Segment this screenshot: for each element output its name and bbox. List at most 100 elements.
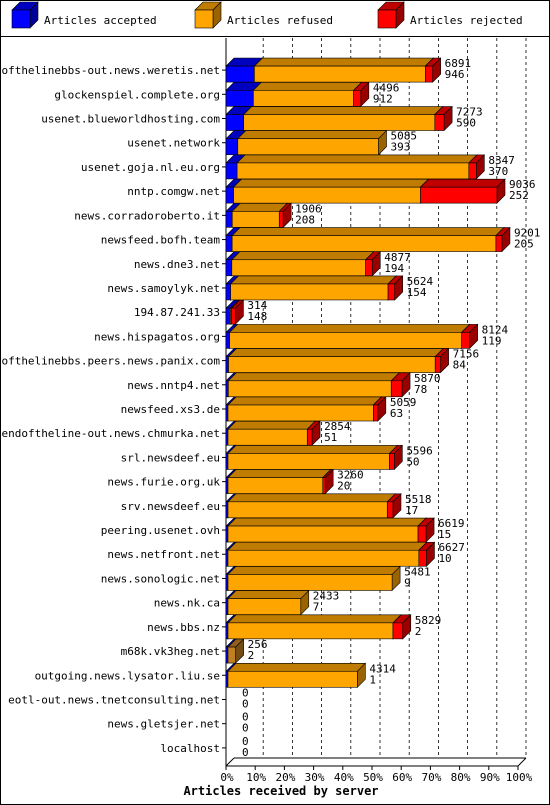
value-total-8: 4877 [384,251,411,264]
value-accepted-9: 154 [407,286,427,299]
bar-accepted-19-front [225,525,229,543]
bar-refused-9 [229,275,397,301]
value-accepted-11: 119 [482,334,502,347]
bar-accepted-24-front [225,646,229,664]
bar-refused-8-front [231,259,366,277]
bar-refused-18-front [227,501,388,519]
bar-refused-1-front [253,90,354,107]
bar-rejected-20-front [418,549,427,567]
x-axis-title: Articles received by server [183,784,378,798]
category-label-22: news.nk.ca [154,597,220,610]
x-tick-label-6: 60% [392,771,412,784]
bar-rejected-8-front [365,259,373,277]
bar-accepted-17-front [225,477,229,494]
bar-refused-13-front [228,380,392,398]
x-tick-label-1: 10% [246,771,266,784]
value-total-23: 5829 [415,614,442,627]
value-total-6: 1906 [295,202,322,215]
bar-refused-19-front [227,525,419,543]
value-total-10: 314 [247,299,267,312]
value-total-7: 9201 [514,227,541,240]
category-label-13: news.nntp4.net [127,379,220,392]
bar-rejected-7-front [495,235,503,252]
bar-refused-17-front [227,477,324,494]
category-label-16: srl.newsdeef.eu [121,451,220,464]
value-accepted-22: 7 [313,601,320,614]
legend-label-0: Articles accepted [44,14,157,27]
bar-refused-14-top [227,396,383,406]
bar-refused-24 [227,638,245,664]
value-total-17: 3260 [337,469,364,482]
bar-accepted-1-front [225,90,254,107]
bar-refused-20 [227,541,428,567]
value-accepted-19: 15 [438,528,451,541]
value-total-13: 5870 [414,372,441,385]
bar-rejected-4 [468,154,486,180]
value-accepted-12: 84 [453,359,467,372]
value-accepted-2: 590 [456,117,476,130]
value-total-5: 9036 [509,178,535,191]
value-accepted-14: 63 [390,407,403,420]
value-accepted-24: 2 [248,649,255,662]
bar-rejected-17 [322,468,334,495]
value-total-9: 5624 [407,275,434,288]
category-label-9: news.samoylyk.net [107,282,220,295]
legend-label-2: Articles rejected [410,14,523,27]
bar-refused-20-front [227,549,420,567]
category-label-11: news.hispagatos.org [94,330,220,343]
value-total-16: 5596 [406,444,433,457]
category-label-7: newsfeed.bofh.team [101,234,221,247]
bar-accepted-18-front [225,501,229,519]
bar-refused-7-top [231,227,505,236]
bar-refused-20-top [227,541,428,551]
value-accepted-13: 78 [414,383,427,396]
value-accepted-0: 946 [445,68,465,81]
bar-rejected-13-front [390,380,403,398]
bar-refused-17-top [227,469,332,478]
category-label-27: news.gletsjer.net [107,718,220,731]
bar-refused-13 [227,372,400,398]
legend-swatch-2 [377,1,405,29]
bar-refused-18-top [227,493,397,503]
category-label-6: news.corradoroberto.it [74,209,220,222]
bar-refused-7-front [231,235,497,252]
bar-rejected-6 [278,202,292,229]
bar-rejected-14 [372,396,387,422]
bar-accepted-6-front [225,211,233,228]
legend-swatch-0-front [11,9,31,29]
value-accepted-16: 50 [406,455,419,468]
bar-refused-15-front [227,428,308,446]
bar-rejected-1-front [353,90,362,107]
value-accepted-27: 0 [242,722,249,735]
bar-refused-14 [227,396,383,422]
value-accepted-7: 205 [514,238,534,251]
bar-accepted-8-front [225,259,233,277]
bar-refused-21-top [227,566,401,575]
category-label-18: srv.newsdeef.eu [121,500,220,513]
category-label-23: news.bbs.nz [147,621,220,634]
bar-accepted-3-front [225,138,239,156]
category-label-15: endoftheline-out.news.chmurka.net [1,427,220,440]
legend-swatch-1-front [194,9,214,29]
bar-refused-4-front [236,162,470,180]
value-accepted-26: 0 [242,697,249,710]
bar-rejected-6-front [278,211,284,228]
bar-refused-9-front [230,283,389,301]
value-accepted-17: 20 [337,480,350,493]
bar-refused-23-front [227,622,394,640]
bar-refused-2 [242,105,444,132]
value-accepted-3: 393 [391,141,411,154]
bar-refused-6-top [231,203,288,212]
value-accepted-28: 0 [242,746,249,759]
category-label-1: glockenspiel.complete.org [54,88,220,101]
bar-rejected-13 [390,372,411,398]
bar-refused-2-top [242,106,444,115]
category-label-24: m68k.vk3heg.net [121,645,220,658]
category-label-2: usenet.blueworldhosting.com [41,113,220,126]
category-label-10: 194.87.241.33 [134,306,220,319]
value-accepted-5: 252 [509,189,529,202]
bar-accepted-0-front [225,65,255,83]
value-accepted-18: 17 [405,504,418,517]
value-total-12: 7156 [453,348,480,361]
bar-rejected-9 [387,275,404,301]
